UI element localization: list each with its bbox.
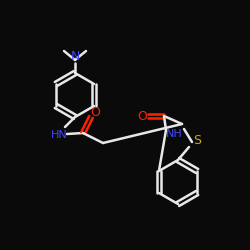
Text: O: O: [90, 106, 100, 118]
Text: O: O: [137, 110, 147, 122]
Text: NH: NH: [166, 129, 182, 139]
Text: S: S: [193, 134, 201, 146]
Text: N: N: [70, 50, 80, 64]
Text: HN: HN: [50, 130, 68, 140]
